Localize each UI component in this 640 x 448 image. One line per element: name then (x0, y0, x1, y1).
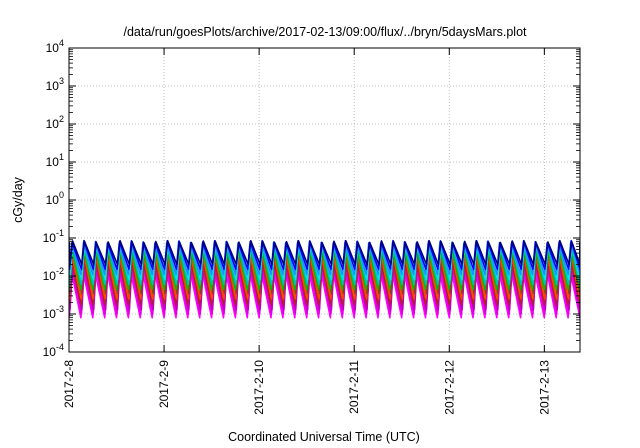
y-tick-label: 10-1 (43, 228, 64, 245)
series-group (69, 239, 580, 319)
y-tick-label: 10-3 (43, 304, 64, 321)
chart-title: /data/run/goesPlots/archive/2017-02-13/0… (123, 25, 527, 39)
x-tick-label: 2017-2-13 (537, 360, 551, 415)
y-tick-label: 100 (46, 190, 64, 207)
grid (69, 48, 580, 352)
y-tick-label: 10-2 (43, 266, 64, 283)
y-tick-label: 104 (46, 38, 64, 55)
y-tick-label: 101 (46, 152, 64, 169)
x-tick-label: 2017-2-8 (62, 360, 76, 408)
x-tick-label: 2017-2-9 (157, 360, 171, 408)
y-axis: 10-4 10-3 10-2 10-1 100 101 102 103 104 (43, 38, 580, 359)
x-tick-label: 2017-2-12 (442, 360, 456, 415)
y-tick-label: 10-4 (43, 342, 64, 359)
x-axis: 2017-2-8 2017-2-9 2017-2-10 2017-2-11 2017-2… (62, 48, 551, 415)
x-tick-label: 2017-2-11 (347, 360, 361, 414)
y-tick-label: 102 (46, 114, 64, 131)
series-line-12 (69, 239, 580, 266)
x-axis-label: Coordinated Universal Time (UTC) (228, 430, 420, 444)
y-axis-label: cGy/day (11, 176, 25, 223)
x-tick-label: 2017-2-10 (252, 360, 266, 415)
y-tick-label: 103 (46, 76, 64, 93)
